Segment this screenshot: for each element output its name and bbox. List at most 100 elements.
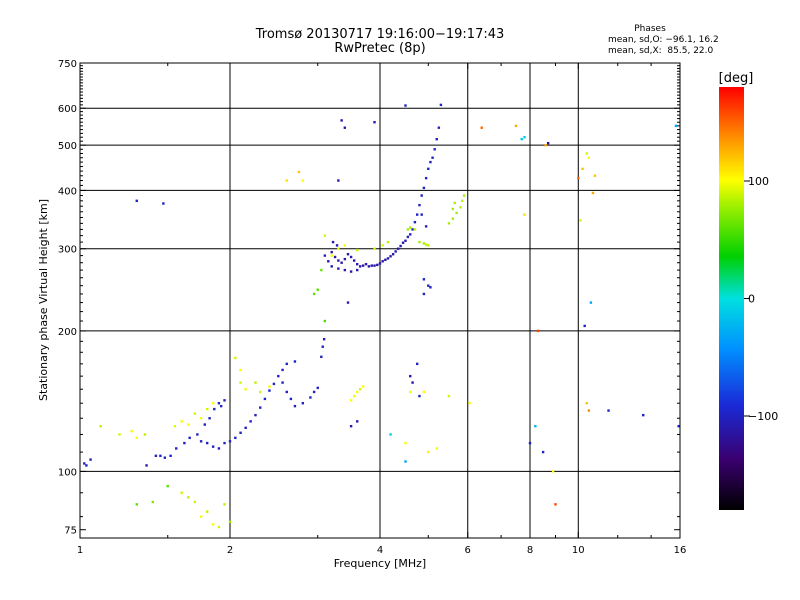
data-point [461,199,464,203]
data-point [355,390,359,394]
data-point [447,394,451,398]
data-point [384,258,387,262]
data-point [211,402,215,405]
data-point [211,445,215,448]
data-point [480,126,483,129]
data-point [188,436,191,440]
data-point [579,219,582,222]
data-point [361,264,365,267]
data-point [268,389,271,392]
data-point [316,288,319,291]
data-point [587,156,591,159]
data-point [381,244,384,247]
data-point [259,390,262,394]
data-point [587,409,591,412]
data-point [151,500,155,504]
data-point [183,441,186,445]
data-point [205,441,209,445]
data-point [254,381,257,384]
data-point [404,104,407,107]
data-point [223,503,226,506]
data-point [422,292,426,296]
x-tick-label: 2 [227,545,233,556]
data-point [219,404,223,408]
data-point [607,409,610,412]
data-point [335,244,339,247]
data-point [418,203,421,207]
data-point [589,301,593,304]
data-point [389,433,392,436]
data-point [451,217,455,220]
data-point [297,170,301,174]
y-tick-label: 200 [58,327,77,338]
x-tick-label: 6 [465,545,471,556]
y-tick-label: 100 [58,467,77,478]
data-point [431,156,434,159]
data-point [420,194,423,197]
data-point [234,436,237,440]
data-point [355,420,359,423]
data-point [293,360,297,363]
data-point [439,103,443,107]
data-point [674,124,678,128]
data-point [437,126,441,129]
data-point [418,394,421,398]
data-point [143,433,147,436]
data-point [455,211,458,215]
data-point [677,424,680,428]
data-point [420,213,423,216]
data-point [411,228,414,231]
data-point [340,261,343,264]
data-point [528,441,532,445]
data-point [154,454,158,458]
data-point [331,240,335,244]
data-point [585,152,588,155]
data-points [83,103,680,529]
data-point [373,264,376,267]
data-point [404,460,407,463]
data-point [193,412,197,415]
data-point [422,242,426,245]
data-point [523,213,526,216]
data-point [228,520,232,523]
data-point [346,253,350,256]
data-point [534,424,537,428]
colorbar-tick-label: −100 [748,410,778,423]
data-point [386,257,390,260]
y-tick-label: 400 [58,186,77,197]
data-point [327,260,330,263]
data-point [381,260,384,263]
colorbar-label: [deg] [719,71,754,86]
data-point [352,394,356,398]
data-point [433,148,436,151]
data-point [259,406,262,409]
data-point [180,491,183,494]
phase-stats-title: Phases [634,24,666,34]
data-point [223,399,226,402]
data-point [358,388,362,391]
data-point [346,301,350,304]
data-point [135,436,138,440]
x-tick-label: 4 [377,545,383,556]
colorbar-tick-label: 0 [748,293,755,306]
data-point [642,413,645,417]
data-point [187,423,190,426]
data-point [199,417,203,420]
data-point [312,390,316,394]
data-point [424,176,428,180]
data-point [85,464,88,467]
colorbar [719,87,744,510]
data-point [228,440,232,443]
data-point [83,462,86,465]
data-point [277,374,280,378]
y-tick-label: 600 [58,104,77,115]
data-point [422,278,426,281]
data-point [427,284,430,287]
data-point [337,179,340,182]
data-point [551,470,555,473]
data-point [422,186,426,190]
data-point [349,399,353,402]
data-point [223,441,226,445]
data-point [577,176,580,180]
